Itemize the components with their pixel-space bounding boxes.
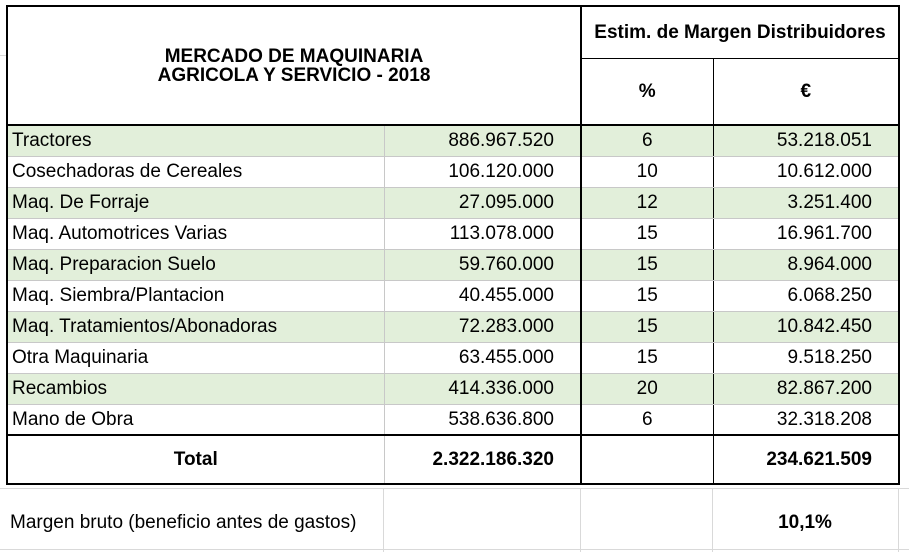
row-margin: 82.867.200 (713, 372, 900, 405)
row-market: 538.636.800 (384, 403, 582, 436)
row-label: Maq. Preparacion Suelo (6, 248, 385, 281)
total-margin: 234.621.509 (713, 434, 900, 485)
table-title: MERCADO DE MAQUINARIA AGRICOLA Y SERVICI… (6, 5, 582, 126)
table-row: Maq. Preparacion Suelo 59.760.000 15 8.9… (6, 248, 900, 281)
row-label: Maq. Automotrices Varias (6, 217, 385, 250)
total-row: Total 2.322.186.320 234.621.509 (6, 434, 900, 485)
row-percent: 15 (581, 341, 714, 374)
row-label: Cosechadoras de Cereales (6, 155, 385, 188)
row-market: 27.095.000 (384, 186, 582, 219)
table-row: Cosechadoras de Cereales 106.120.000 10 … (6, 155, 900, 188)
table-row: Maq. Tratamientos/Abonadoras 72.283.000 … (6, 310, 900, 343)
row-label: Mano de Obra (6, 403, 385, 436)
row-market: 106.120.000 (384, 155, 582, 188)
row-market: 40.455.000 (384, 279, 582, 312)
row-percent: 6 (581, 124, 714, 157)
row-margin: 32.318.208 (713, 403, 900, 436)
row-margin: 8.964.000 (713, 248, 900, 281)
row-margin: 16.961.700 (713, 217, 900, 250)
table-row: Maq. Siembra/Plantacion 40.455.000 15 6.… (6, 279, 900, 312)
row-label: Maq. Tratamientos/Abonadoras (6, 310, 385, 343)
row-market: 113.078.000 (384, 217, 582, 250)
row-margin: 10.612.000 (713, 155, 900, 188)
market-table: MERCADO DE MAQUINARIA AGRICOLA Y SERVICI… (6, 5, 900, 485)
row-label: Tractores (6, 124, 385, 157)
row-percent: 12 (581, 186, 714, 219)
gross-margin-label: Margen bruto (beneficio antes de gastos) (10, 512, 357, 533)
row-percent: 15 (581, 248, 714, 281)
row-percent: 6 (581, 403, 714, 436)
row-market: 886.967.520 (384, 124, 582, 157)
row-label: Recambios (6, 372, 385, 405)
row-label: Maq. De Forraje (6, 186, 385, 219)
row-margin: 9.518.250 (713, 341, 900, 374)
row-market: 72.283.000 (384, 310, 582, 343)
row-margin: 53.218.051 (713, 124, 900, 157)
row-margin: 6.068.250 (713, 279, 900, 312)
row-market: 63.455.000 (384, 341, 582, 374)
row-margin: 3.251.400 (713, 186, 900, 219)
row-percent: 20 (581, 372, 714, 405)
row-percent: 15 (581, 217, 714, 250)
gross-margin-value: 10,1% (778, 512, 832, 533)
row-margin: 10.842.450 (713, 310, 900, 343)
total-percent-empty (581, 434, 714, 485)
table-row: Recambios 414.336.000 20 82.867.200 (6, 372, 900, 405)
row-percent: 10 (581, 155, 714, 188)
table-row: Mano de Obra 538.636.800 6 32.318.208 (6, 403, 900, 436)
row-label: Maq. Siembra/Plantacion (6, 279, 385, 312)
percent-header: % (580, 57, 714, 126)
row-market: 414.336.000 (384, 372, 582, 405)
euro-header: € (712, 57, 900, 126)
row-percent: 15 (581, 279, 714, 312)
total-label: Total (6, 434, 385, 485)
row-market: 59.760.000 (384, 248, 582, 281)
table-row: Maq. Automotrices Varias 113.078.000 15 … (6, 217, 900, 250)
row-percent: 15 (581, 310, 714, 343)
table-row: Maq. De Forraje 27.095.000 12 3.251.400 (6, 186, 900, 219)
row-label: Otra Maquinaria (6, 341, 385, 374)
table-row: Tractores 886.967.520 6 53.218.051 (6, 124, 900, 157)
table-row: Otra Maquinaria 63.455.000 15 9.518.250 (6, 341, 900, 374)
margin-header: Estim. de Margen Distribuidores (580, 5, 900, 59)
total-market: 2.322.186.320 (384, 434, 582, 485)
